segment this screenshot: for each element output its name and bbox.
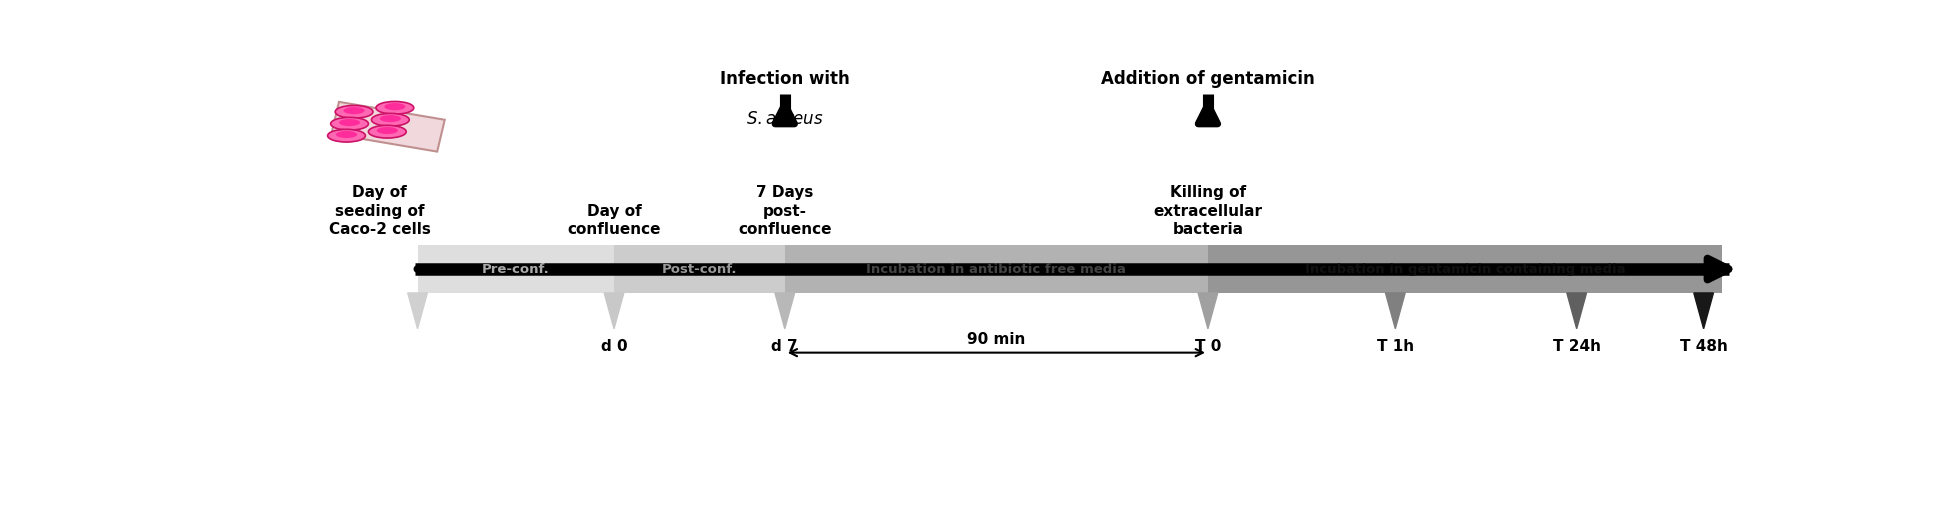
- Ellipse shape: [370, 113, 410, 126]
- Polygon shape: [774, 293, 794, 329]
- Text: T 1h: T 1h: [1377, 339, 1414, 354]
- Polygon shape: [408, 293, 427, 329]
- Text: Incubation in antibiotic free media: Incubation in antibiotic free media: [866, 263, 1127, 276]
- Polygon shape: [604, 293, 624, 329]
- Text: T 0: T 0: [1195, 339, 1221, 354]
- Polygon shape: [1695, 293, 1714, 329]
- Ellipse shape: [343, 107, 365, 114]
- Ellipse shape: [376, 127, 398, 134]
- Text: Incubation in gentamicin containing media: Incubation in gentamicin containing medi…: [1305, 263, 1624, 276]
- Text: Day of
seeding of
Caco-2 cells: Day of seeding of Caco-2 cells: [330, 185, 431, 237]
- Bar: [1207, 245, 1722, 293]
- Ellipse shape: [380, 115, 402, 122]
- Ellipse shape: [384, 103, 406, 110]
- Text: $\mathit{S.aureus}$: $\mathit{S.aureus}$: [747, 110, 823, 128]
- Ellipse shape: [339, 119, 361, 126]
- Ellipse shape: [332, 117, 369, 130]
- Ellipse shape: [376, 101, 413, 114]
- Text: Day of
confluence: Day of confluence: [567, 204, 661, 237]
- Ellipse shape: [335, 131, 357, 138]
- Bar: [417, 245, 614, 293]
- Ellipse shape: [328, 129, 365, 142]
- Text: Pre-conf.: Pre-conf.: [482, 263, 550, 276]
- Text: Addition of gentamicin: Addition of gentamicin: [1102, 70, 1314, 88]
- Text: 90 min: 90 min: [967, 332, 1026, 347]
- Text: d 7: d 7: [772, 339, 798, 354]
- Polygon shape: [1386, 293, 1406, 329]
- Text: Post-conf.: Post-conf.: [661, 263, 737, 276]
- Text: Killing of
extracellular
bacteria: Killing of extracellular bacteria: [1154, 185, 1262, 237]
- Polygon shape: [1568, 293, 1587, 329]
- Bar: [784, 245, 1207, 293]
- Polygon shape: [1197, 293, 1217, 329]
- Text: T 48h: T 48h: [1679, 339, 1728, 354]
- Ellipse shape: [335, 105, 372, 118]
- Bar: [614, 245, 784, 293]
- Text: d 0: d 0: [601, 339, 628, 354]
- Polygon shape: [332, 102, 445, 151]
- Ellipse shape: [369, 125, 406, 138]
- Text: 7 Days
post-
confluence: 7 Days post- confluence: [737, 185, 831, 237]
- Text: Infection with: Infection with: [720, 70, 850, 88]
- Text: T 24h: T 24h: [1552, 339, 1601, 354]
